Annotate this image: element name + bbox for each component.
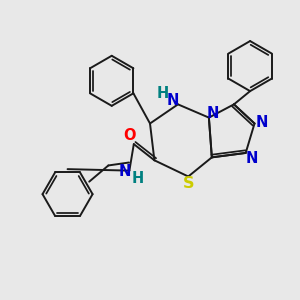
Text: H: H — [157, 86, 169, 101]
Text: S: S — [183, 176, 195, 191]
Text: N: N — [119, 164, 131, 179]
Text: N: N — [246, 151, 258, 166]
Text: N: N — [206, 106, 219, 121]
Text: N: N — [167, 93, 179, 108]
Text: O: O — [123, 128, 136, 143]
Text: H: H — [132, 171, 144, 186]
Text: N: N — [256, 116, 268, 130]
